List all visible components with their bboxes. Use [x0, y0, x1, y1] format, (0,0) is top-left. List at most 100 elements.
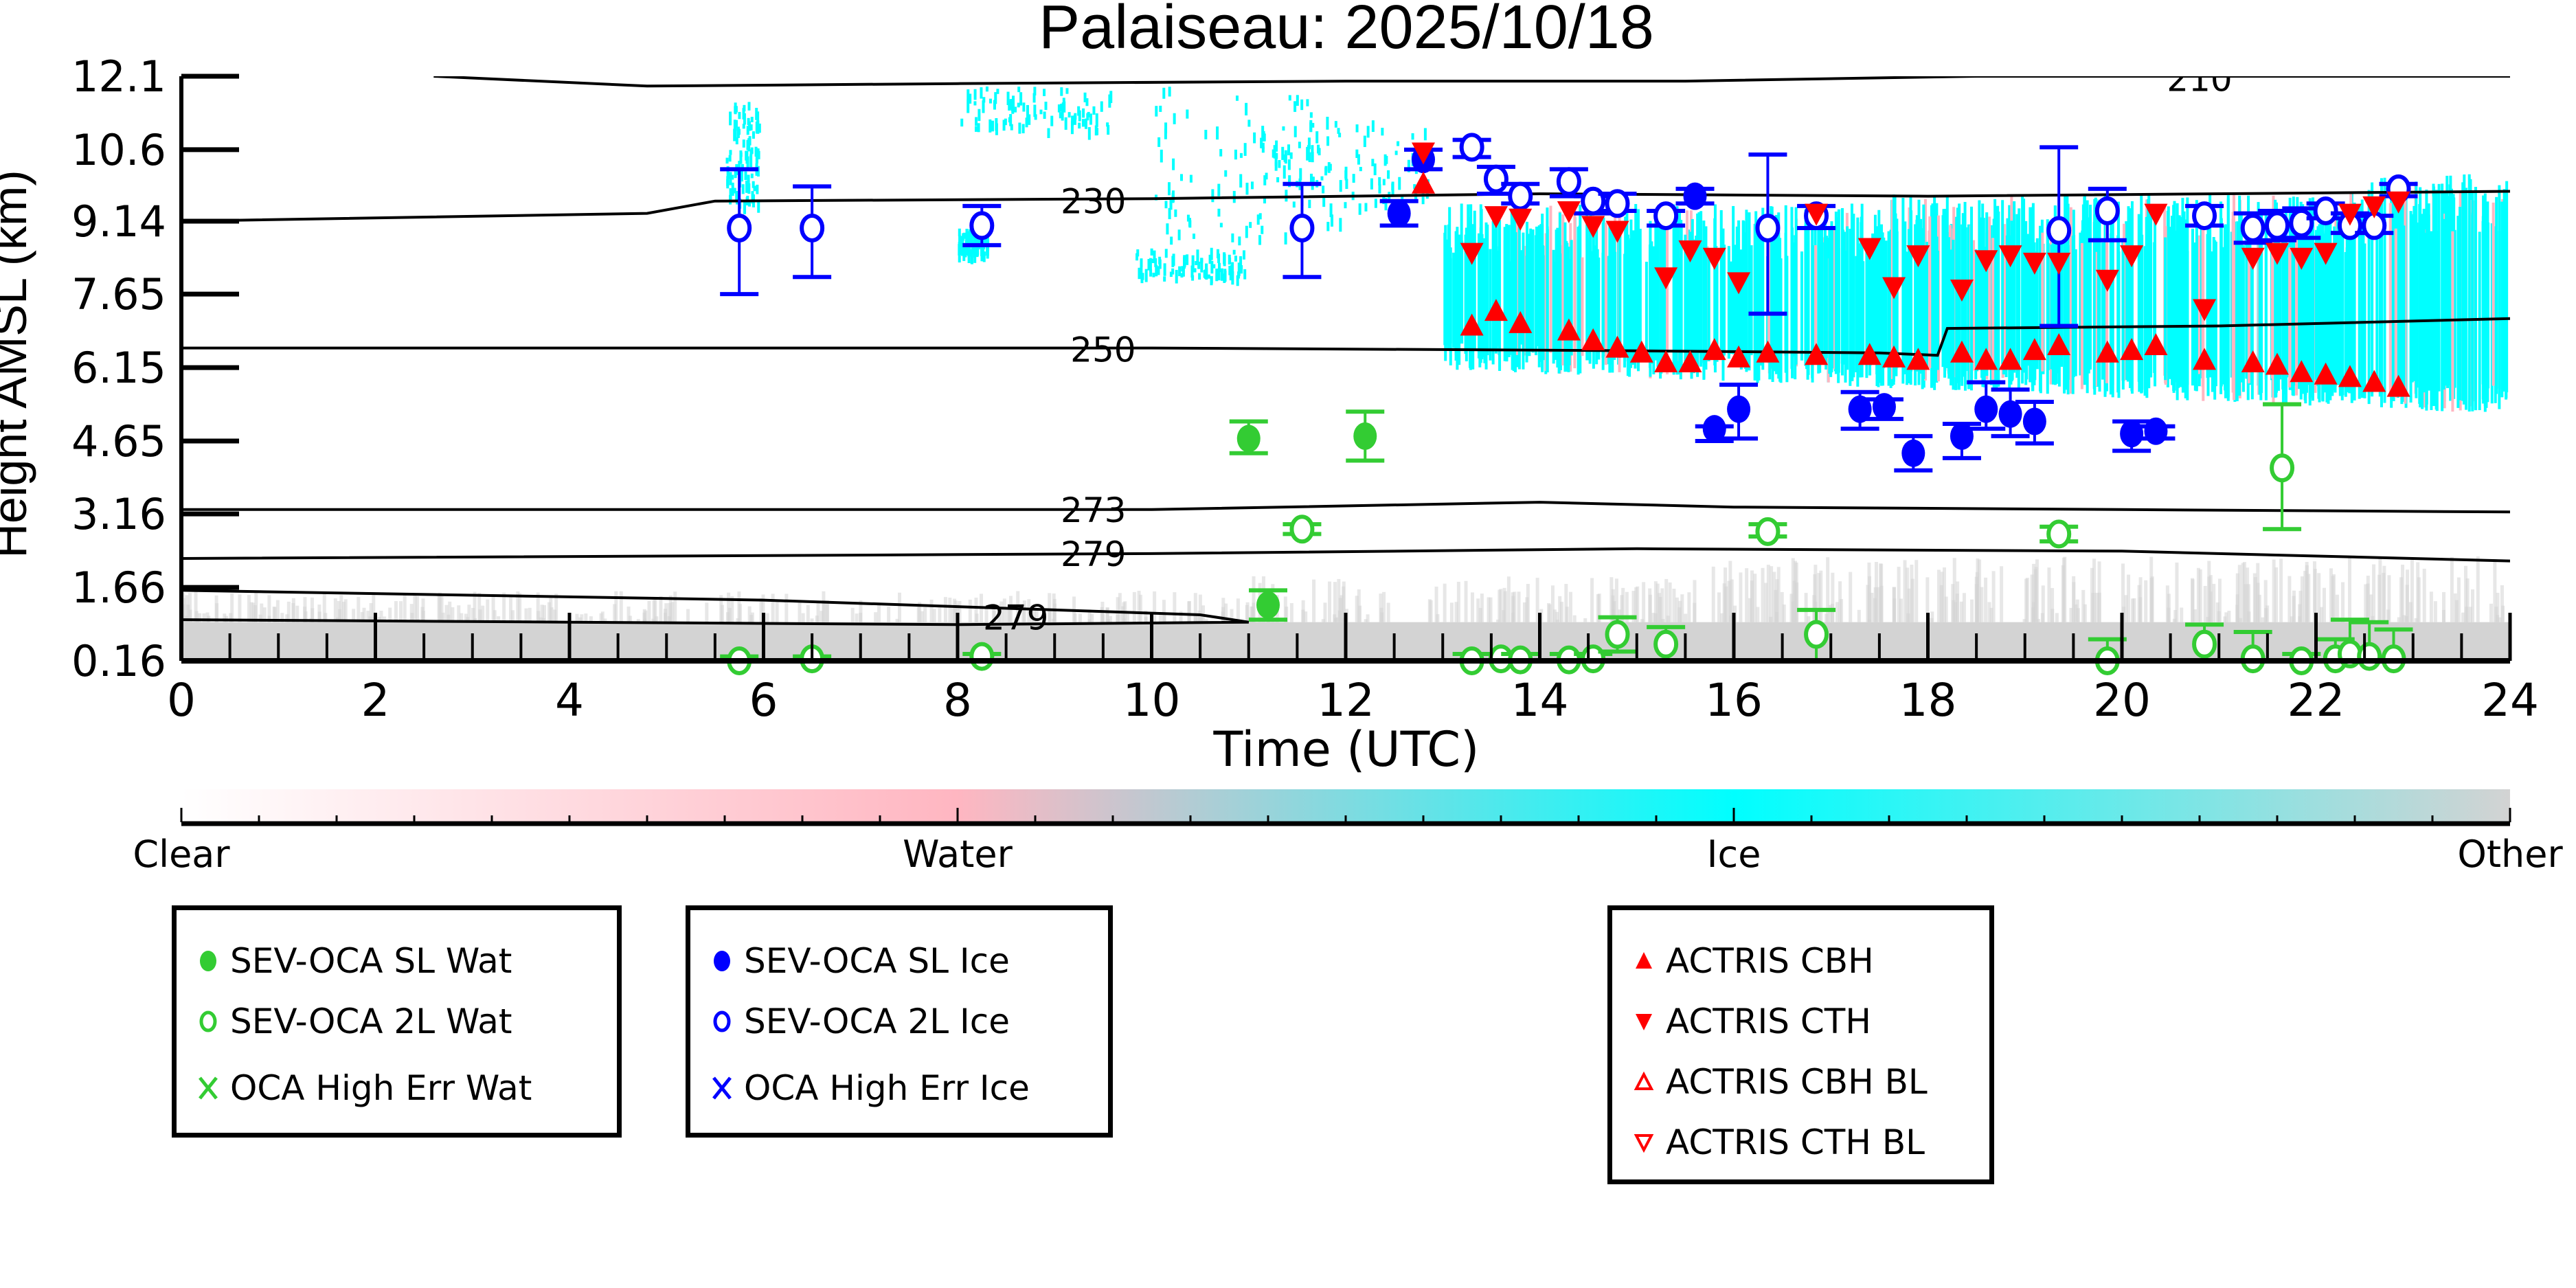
- clutter-streak: [938, 607, 942, 622]
- cirrus-wisp: [1421, 196, 1425, 205]
- clutter-streak: [1620, 595, 1624, 622]
- cirrus-wisp: [725, 157, 729, 164]
- ice-cloud-column: [1855, 256, 1858, 372]
- cirrus-wisp: [1326, 136, 1330, 146]
- colorbar-label-other: Other: [2457, 833, 2563, 876]
- clutter-streak: [1824, 613, 1829, 622]
- cirrus-wisp: [1374, 199, 1377, 208]
- ice-cloud-column: [2437, 183, 2441, 392]
- ice-cloud-column: [2258, 214, 2261, 395]
- ice-cloud-column: [2231, 218, 2235, 393]
- clutter-streak: [1337, 578, 1341, 622]
- cirrus-wisp: [1265, 172, 1268, 180]
- ice-cloud-column: [2446, 196, 2450, 388]
- clutter-streak: [1772, 572, 1776, 622]
- data-point: [2362, 196, 2386, 218]
- clutter-streak: [2498, 617, 2502, 622]
- cirrus-wisp: [1014, 106, 1017, 113]
- cirrus-wisp: [735, 137, 738, 145]
- ice-cloud-column: [1494, 214, 1498, 354]
- ice-cloud-column: [1989, 225, 1993, 385]
- contour-label: 279: [983, 598, 1048, 638]
- cirrus-wisp: [1411, 133, 1414, 140]
- cirrus-wisp: [1260, 137, 1263, 148]
- clutter-streak: [1480, 594, 1484, 622]
- ice-cloud-column: [2327, 203, 2330, 404]
- clutter-streak: [2193, 609, 2197, 622]
- clutter-streak: [547, 602, 552, 622]
- clutter-streak: [1201, 605, 1206, 622]
- cirrus-wisp: [1407, 159, 1410, 172]
- ice-cloud-column: [2177, 215, 2180, 388]
- cirrus-wisp: [1188, 220, 1192, 228]
- clutter-streak: [1289, 603, 1293, 622]
- open-triangle-up-icon: [1634, 1071, 1654, 1090]
- cirrus-wisp: [1141, 273, 1144, 280]
- clutter-streak: [1727, 580, 1731, 622]
- clutter-streak: [1187, 601, 1191, 622]
- clutter-streak: [1333, 582, 1337, 622]
- clutter-streak: [932, 609, 936, 622]
- data-point: [1974, 348, 1998, 370]
- triangle-down-icon: [1636, 1014, 1652, 1030]
- clutter-streak: [275, 600, 280, 622]
- ice-cloud-column: [2334, 233, 2337, 393]
- clutter-streak: [1987, 602, 1991, 622]
- data-point: [1460, 242, 1484, 265]
- ice-cloud-column: [2035, 238, 2039, 370]
- clutter-streak: [920, 611, 924, 622]
- cirrus-wisp: [1060, 87, 1063, 96]
- data-point: [1678, 240, 1702, 263]
- clutter-streak: [2404, 615, 2408, 622]
- clutter-streak: [1386, 602, 1390, 622]
- cirrus-wisp: [1158, 256, 1162, 264]
- clutter-streak: [2165, 585, 2169, 622]
- ice-cloud-column: [2079, 232, 2082, 376]
- clutter-streak: [2303, 570, 2307, 622]
- cirrus-wisp: [1298, 142, 1301, 148]
- cirrus-wisp: [1238, 236, 1241, 246]
- clutter-streak: [229, 613, 233, 622]
- clutter-streak: [510, 610, 515, 622]
- clutter-streak: [1304, 611, 1308, 622]
- data-point: [2193, 348, 2217, 370]
- clutter-streak: [2287, 576, 2292, 622]
- y-tick-label: 7.65: [71, 269, 166, 319]
- data-point: [2357, 642, 2382, 671]
- clutter-streak: [2180, 607, 2184, 622]
- ice-cloud-column: [1982, 247, 1986, 387]
- ice-cloud-column: [2502, 189, 2506, 392]
- cirrus-wisp: [982, 100, 985, 113]
- cirrus-wisp: [726, 166, 730, 179]
- clutter-streak: [2476, 556, 2480, 622]
- ice-cloud-column: [1648, 245, 1651, 368]
- ice-cloud-column: [1618, 224, 1622, 358]
- ice-cloud-column: [2193, 249, 2197, 391]
- ice-cloud-column: [1525, 256, 1528, 363]
- cirrus-wisp: [1413, 184, 1416, 190]
- clutter-streak: [369, 603, 373, 622]
- cirrus-wisp: [964, 250, 967, 258]
- cirrus-wisp: [1355, 149, 1359, 158]
- clutter-streak: [1583, 618, 1588, 622]
- clutter-streak: [260, 603, 264, 622]
- cirrus-wisp: [1253, 132, 1256, 144]
- cirrus-wisp: [743, 104, 746, 112]
- cirrus-wisp: [975, 117, 978, 126]
- data-point: [2094, 196, 2120, 226]
- data-point: [2120, 338, 2144, 361]
- ice-cloud-column: [2371, 182, 2374, 397]
- cirrus-wisp: [982, 248, 985, 253]
- cirrus-wisp: [1261, 225, 1264, 234]
- data-point: [2270, 453, 2295, 483]
- data-point: [1702, 247, 1726, 270]
- ice-cloud-column: [2492, 202, 2495, 386]
- cirrus-wisp: [1044, 102, 1048, 111]
- x-axis-label: Time (UTC): [1213, 721, 1480, 778]
- clutter-streak: [413, 595, 417, 622]
- colorbar-label-water: Water: [903, 833, 1013, 876]
- cirrus-wisp: [736, 126, 740, 138]
- cirrus-wisp: [748, 136, 752, 146]
- cirrus-wisp: [1157, 137, 1161, 147]
- clutter-streak: [948, 597, 952, 622]
